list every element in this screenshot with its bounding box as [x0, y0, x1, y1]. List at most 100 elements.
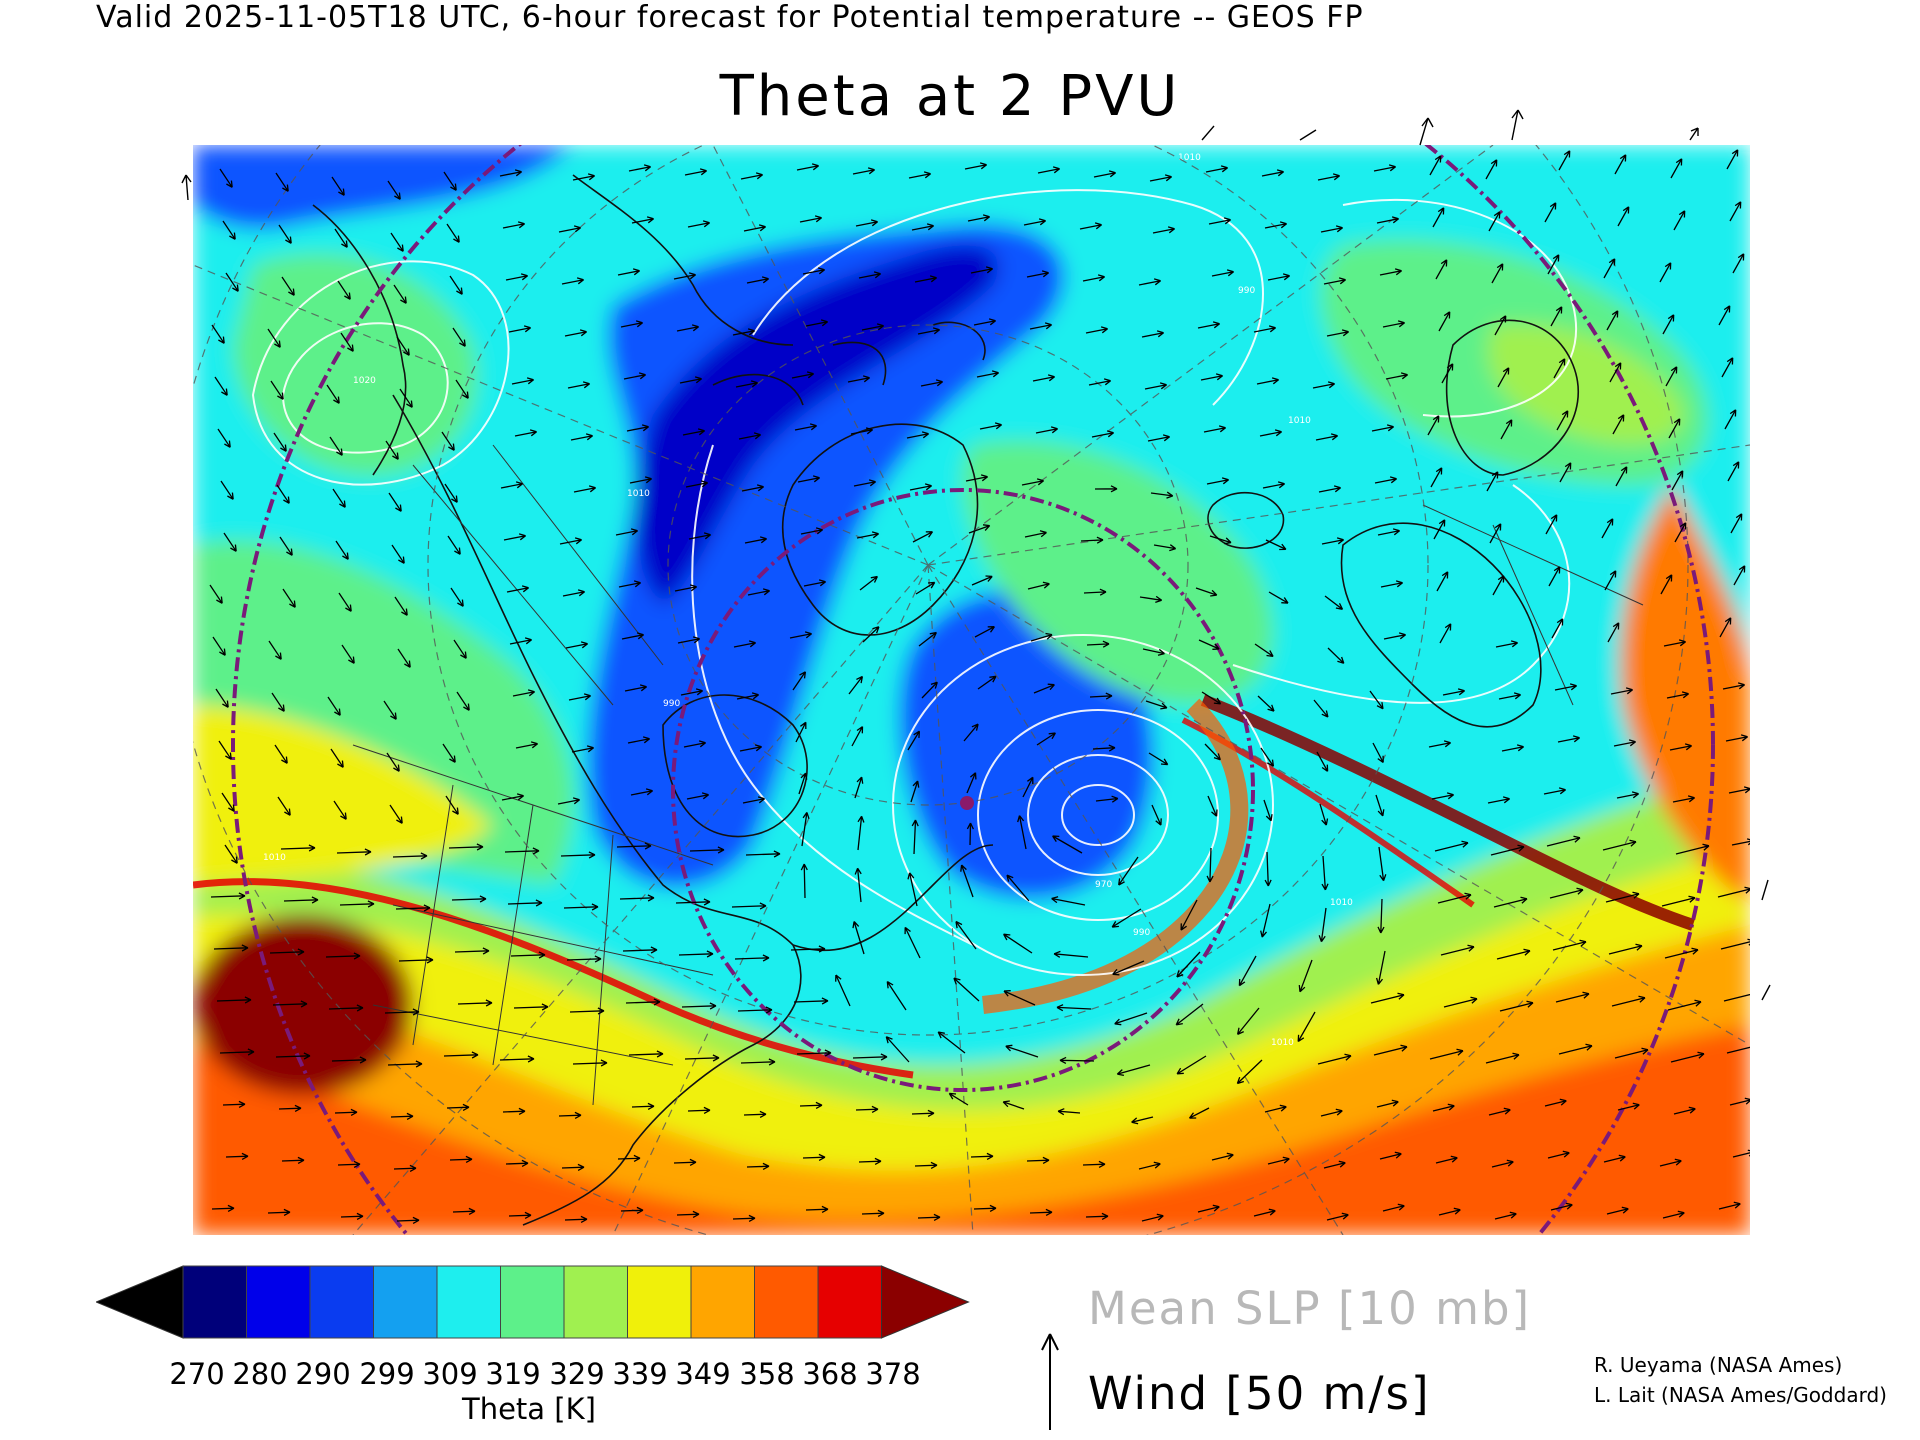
- jet-band-west: [193, 878, 914, 1079]
- wind-arrow: [1733, 565, 1746, 586]
- wind-arrow: [1141, 330, 1164, 338]
- wind-arrow: [394, 596, 408, 616]
- wind-arrow: [1670, 1051, 1705, 1063]
- wind-arrow: [907, 872, 918, 907]
- wind-arrow: [791, 371, 814, 379]
- wind-arrow: [281, 276, 295, 296]
- wind-arrow: [1138, 1161, 1161, 1170]
- wind-arrow: [908, 171, 931, 179]
- wind-arrow: [1610, 687, 1633, 695]
- wind-arrow: [1144, 382, 1167, 390]
- wind-arrow: [393, 284, 407, 304]
- wind-arrow: [966, 772, 977, 794]
- wind-arrow: [1151, 804, 1162, 826]
- wind-arrow: [1435, 259, 1448, 280]
- wind-arrow: [625, 998, 661, 1006]
- contour-label: 990: [663, 699, 680, 709]
- wind-arrow: [678, 950, 714, 958]
- wind-arrow: [1319, 803, 1329, 826]
- wind-arrow: [1380, 580, 1403, 588]
- wind-arrow: [1262, 481, 1285, 489]
- wind-arrow: [1265, 539, 1287, 551]
- wind-arrow: [340, 332, 354, 352]
- wind-arrow: [1260, 903, 1271, 938]
- wind-arrow: [1032, 374, 1055, 382]
- wind-arrow: [850, 427, 873, 435]
- wind-arrow: [1551, 618, 1564, 639]
- wind-arrow: [1662, 1210, 1685, 1219]
- meridian: [927, 564, 1750, 1046]
- wind-arrow: [1326, 1212, 1349, 1221]
- wind-arrow: [1085, 326, 1108, 334]
- wind-arrow: [1726, 149, 1739, 170]
- wind-arrow: [386, 752, 400, 772]
- wind-arrow: [1500, 419, 1513, 440]
- wind-arrow: [1546, 835, 1581, 847]
- wind-arrow: [1661, 895, 1696, 907]
- field-ne-yellow: [1487, 323, 1685, 445]
- border-state-4: [392, 904, 714, 976]
- wind-arrow: [1204, 743, 1221, 761]
- wind-arrow: [225, 1152, 249, 1160]
- wind-arrow: [1111, 908, 1142, 928]
- wind-arrow: [1553, 358, 1566, 379]
- wind-arrow: [805, 319, 828, 327]
- wind-arrow: [502, 1107, 526, 1115]
- wind-arrow: [1491, 263, 1504, 284]
- wind-arrow: [964, 162, 987, 170]
- latitude-circle: [193, 145, 1689, 1235]
- wind-arrow: [1731, 838, 1750, 846]
- wind-arrow: [852, 921, 865, 955]
- colorbar-swatch: [182, 1265, 247, 1339]
- wind-arrow: [741, 484, 764, 492]
- wind-arrow: [1211, 1152, 1234, 1161]
- wind-arrow: [214, 376, 228, 396]
- wind-arrow: [851, 726, 864, 747]
- wind-arrow: [1544, 1098, 1567, 1107]
- coast-hudson-bay: [662, 694, 808, 838]
- wind-arrow: [328, 1004, 364, 1012]
- wind-arrow: [1660, 574, 1673, 595]
- latitude-circle: [667, 324, 1189, 806]
- wind-arrow: [514, 429, 537, 437]
- colorbar-tick: 299: [359, 1357, 415, 1391]
- wind-arrow: [1197, 321, 1220, 329]
- wind-arrow: [1725, 734, 1748, 742]
- wind-arrow: [221, 792, 235, 812]
- field-west-yellow: [193, 705, 493, 885]
- wind-arrow: [1659, 262, 1672, 283]
- field-deep-blue: [635, 245, 999, 605]
- wind-arrow: [629, 476, 652, 484]
- wind-arrow: [1376, 1099, 1399, 1108]
- wind-arrow: [1268, 591, 1289, 604]
- wind-arrow: [1616, 791, 1639, 799]
- wind-arrow: [963, 723, 979, 742]
- wind-arrow: [503, 533, 526, 541]
- wind-arrow: [1037, 166, 1060, 174]
- colorbar-swatch: [500, 1265, 565, 1339]
- wind-arrow: [561, 277, 584, 285]
- colorbar-tick: 280: [232, 1357, 288, 1391]
- slp-contour-north: [752, 189, 1264, 406]
- slp-contour-trough: [691, 444, 974, 946]
- wind-arrow: [1207, 795, 1218, 817]
- slp-contour-low-3: [977, 709, 1219, 921]
- wind-arrow: [1439, 623, 1452, 644]
- wind-arrow: [920, 379, 943, 387]
- coast-arctic-islands: [712, 321, 986, 406]
- field-nw-green: [233, 253, 477, 477]
- wind-arrow: [280, 844, 316, 852]
- slp-contour-low-1: [1061, 784, 1135, 846]
- wind-arrow: [335, 540, 349, 560]
- wind-arrow: [1559, 462, 1572, 483]
- wind-arrow: [1092, 744, 1116, 752]
- border-state-1: [412, 784, 454, 1046]
- wind-arrow: [1664, 947, 1699, 959]
- wind-arrow: [390, 1112, 414, 1120]
- wind-arrow: [442, 743, 456, 763]
- wind-arrow: [1614, 1047, 1649, 1059]
- map-title-text: Theta at 2 PVU: [719, 64, 1181, 129]
- wind-arrow: [1605, 891, 1640, 903]
- wind-arrow: [450, 587, 464, 607]
- wind-arrow: [974, 626, 995, 638]
